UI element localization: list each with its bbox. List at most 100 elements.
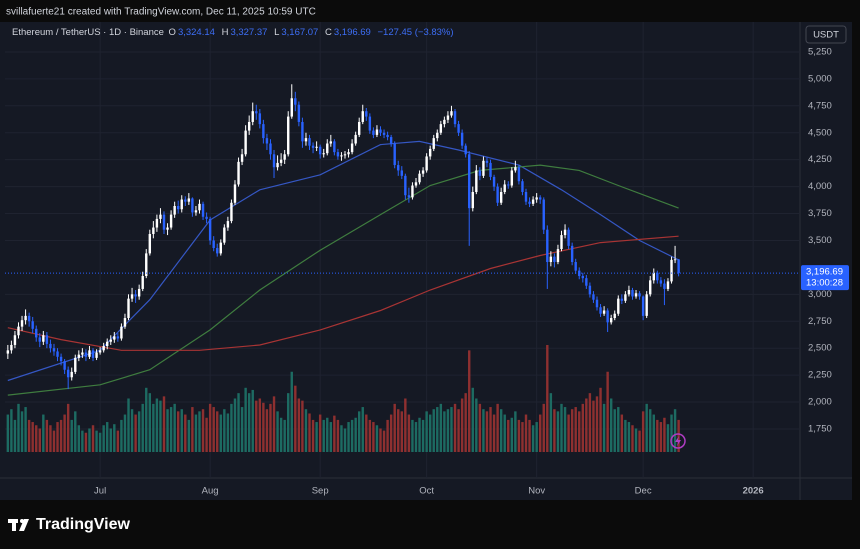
- candle-body: [535, 197, 538, 200]
- volume-bar: [74, 411, 77, 452]
- candle-body: [240, 154, 244, 162]
- volume-bar: [514, 411, 517, 452]
- candle-body: [592, 294, 595, 300]
- volume-bar: [620, 414, 624, 452]
- candle-body: [581, 276, 585, 279]
- candle-body: [205, 216, 208, 219]
- volume-bar: [152, 403, 155, 452]
- volume-bar: [318, 414, 322, 452]
- candle-body: [524, 191, 528, 202]
- volume-bar: [233, 398, 237, 452]
- candle-body: [279, 159, 283, 163]
- volume-bar: [386, 419, 389, 452]
- candle-body: [375, 129, 379, 135]
- volume-bar: [56, 422, 59, 452]
- volume-bar: [262, 402, 265, 452]
- volume-bar: [20, 411, 24, 452]
- volume-bar: [460, 398, 464, 452]
- candle-body: [155, 218, 159, 228]
- candle-body: [35, 328, 38, 338]
- candle-body: [70, 371, 73, 378]
- volume-bar: [27, 419, 31, 452]
- candle-body: [407, 195, 411, 198]
- candle-body: [145, 253, 148, 277]
- volume-bar: [485, 411, 489, 452]
- volume-bar: [212, 407, 215, 452]
- candle-body: [670, 259, 673, 282]
- y-tick-label: 2,500: [808, 343, 832, 354]
- candle-body: [393, 143, 396, 166]
- volume-bar: [244, 387, 247, 452]
- candle-body: [617, 298, 620, 314]
- candle-body: [84, 352, 88, 357]
- volume-bar: [524, 414, 528, 452]
- candle-body: [127, 298, 130, 319]
- candle-body: [570, 245, 574, 263]
- moving-average: [7, 140, 679, 382]
- volume-bar: [581, 403, 585, 452]
- candle-body: [59, 356, 63, 362]
- attribution: svillafuerte21 created with TradingView.…: [6, 7, 316, 18]
- volume-bar: [613, 409, 616, 452]
- candle-body: [95, 352, 98, 358]
- candle-body: [38, 337, 41, 342]
- volume-bar: [106, 422, 109, 452]
- candle-body: [510, 170, 514, 186]
- volume-bar: [400, 411, 403, 452]
- volume-bar: [255, 400, 258, 452]
- volume-bar: [208, 403, 212, 452]
- candle-body: [343, 154, 347, 156]
- candle-body: [599, 307, 602, 314]
- candle-body: [453, 111, 457, 125]
- event-icon[interactable]: [670, 433, 686, 449]
- candle-body: [258, 113, 262, 125]
- volume-bar: [173, 403, 176, 452]
- ohlc-label: C: [324, 27, 332, 38]
- candle-body: [294, 98, 297, 105]
- ohlc-label: H: [221, 27, 229, 38]
- volume-bar: [176, 411, 180, 452]
- candle-body: [666, 281, 670, 289]
- volume-bar: [322, 419, 325, 452]
- candle-body: [77, 354, 81, 358]
- candle-body: [237, 161, 240, 185]
- y-tick-label: 2,250: [808, 370, 832, 381]
- volume-bar: [269, 403, 272, 452]
- candle-body: [400, 170, 403, 176]
- volume-bar: [375, 425, 379, 452]
- candle-body: [318, 146, 322, 155]
- candle-body: [176, 205, 180, 210]
- volume-bar: [148, 393, 152, 452]
- candle-body: [499, 191, 503, 203]
- volume-bar: [677, 419, 680, 452]
- candle-body: [152, 227, 155, 235]
- volume-bar: [357, 411, 361, 452]
- currency: USDT: [813, 30, 839, 41]
- candle-body: [301, 121, 304, 142]
- volume-bar: [42, 414, 45, 452]
- candle-body: [219, 242, 222, 254]
- volume-bar: [453, 403, 457, 452]
- y-tick-label: 4,750: [808, 100, 832, 111]
- candle-body: [265, 138, 269, 144]
- volume-bar: [663, 417, 666, 452]
- volume-bar: [404, 398, 407, 452]
- candle-body: [482, 160, 485, 176]
- candle-body: [379, 129, 382, 133]
- volume-bar: [216, 411, 219, 452]
- candle-body: [322, 153, 325, 155]
- candle-body: [216, 248, 219, 254]
- candle-body: [106, 341, 109, 347]
- candle-body: [531, 199, 535, 204]
- logo-text: TradingView: [36, 516, 131, 533]
- candle-body: [620, 298, 624, 301]
- candle-body: [567, 229, 570, 246]
- candle-body: [496, 186, 499, 203]
- volume-bar: [10, 409, 13, 452]
- volume-bar: [421, 419, 425, 452]
- candle-body: [340, 155, 343, 157]
- volume-bar: [247, 393, 251, 452]
- candle-body: [631, 290, 634, 297]
- candle-body: [649, 280, 652, 295]
